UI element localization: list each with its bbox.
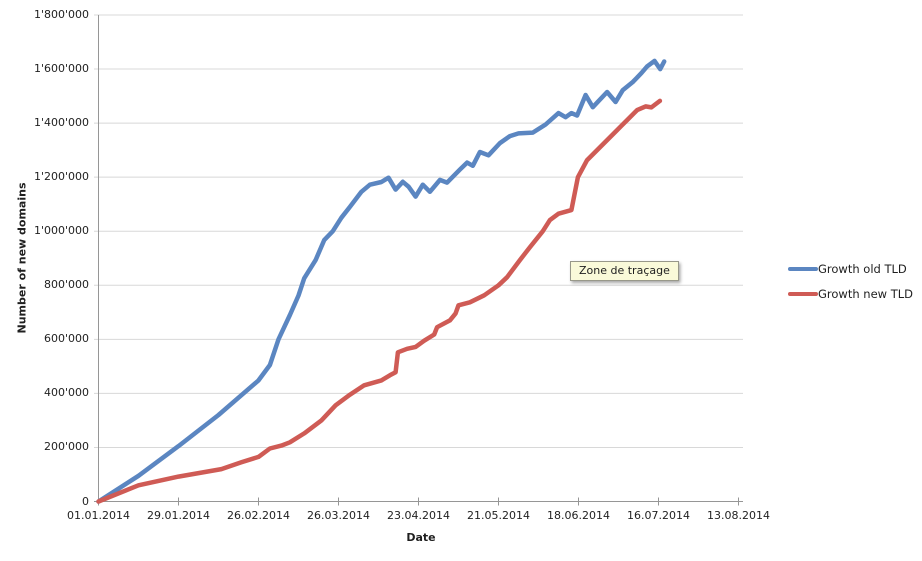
x-tick-label: 18.06.2014 — [547, 509, 610, 522]
series-line-new-tld[interactable] — [96, 98, 663, 504]
x-tick-label: 26.02.2014 — [227, 509, 290, 522]
legend-item-growth-new-tld[interactable]: Growth new TLD — [788, 285, 913, 303]
y-tick-label: 1'800'000 — [33, 8, 89, 21]
x-axis-title: Date — [406, 531, 436, 544]
x-tick-label: 16.07.2014 — [627, 509, 690, 522]
x-tick-label: 26.03.2014 — [307, 509, 370, 522]
x-tick-label: 13.08.2014 — [707, 509, 770, 522]
x-tick-label: 29.01.2014 — [147, 509, 210, 522]
y-tick-label: 1'000'000 — [33, 224, 89, 238]
y-tick-label: 1'200'000 — [33, 170, 89, 184]
y-tick-label: 400'000 — [43, 386, 89, 400]
legend-line-swatch-old-tld-icon — [788, 266, 818, 272]
y-tick-label: 1'600'000 — [33, 62, 89, 76]
x-tick-label: 23.04.2014 — [387, 509, 450, 522]
y-tick-label: 200'000 — [43, 440, 89, 454]
legend[interactable]: Growth old TLD Growth new TLD — [788, 260, 913, 310]
legend-item-growth-old-tld[interactable]: Growth old TLD — [788, 260, 913, 278]
plot-zone-tooltip: Zone de traçage — [570, 261, 679, 281]
y-tick-label: 800'000 — [43, 278, 89, 292]
y-tick-label: 1'400'000 — [33, 116, 89, 130]
series-line-old-tld[interactable] — [96, 58, 667, 504]
legend-label-old-tld: Growth old TLD — [818, 262, 907, 276]
y-axis-title: Number of new domains — [15, 182, 29, 334]
y-tick-label: 0 — [82, 494, 89, 508]
x-tick-label: 01.01.2014 — [67, 509, 130, 522]
legend-line-swatch-new-tld-icon — [788, 291, 818, 297]
y-tick-label: 600'000 — [43, 332, 89, 346]
x-tick-label: 21.05.2014 — [467, 509, 530, 522]
legend-label-new-tld: Growth new TLD — [818, 287, 913, 301]
